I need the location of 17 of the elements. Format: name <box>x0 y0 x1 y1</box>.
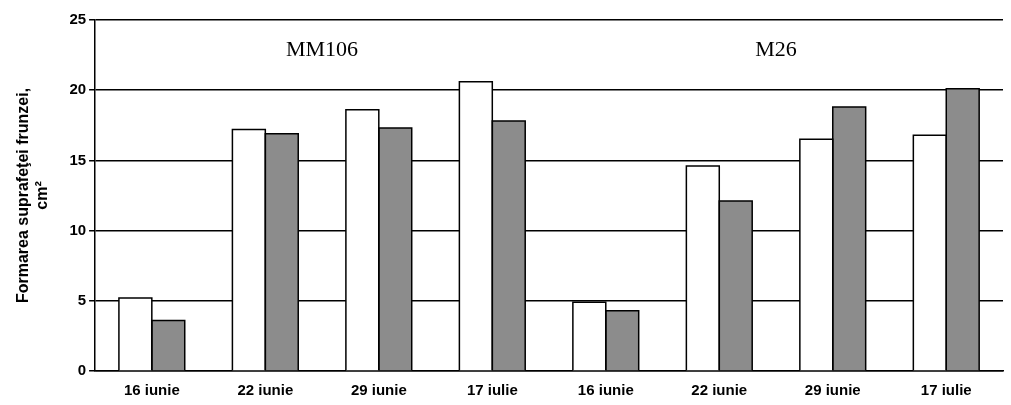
x-tick-label: 22 iunie <box>237 381 294 399</box>
x-tick-label: 16 iunie <box>577 381 634 399</box>
y-tick-label: 5 <box>77 290 87 308</box>
x-tick-label: 29 iunie <box>804 381 861 399</box>
y-tick-label: 25 <box>69 10 87 28</box>
x-tick-label: 29 iunie <box>350 381 407 399</box>
x-tick-label: 16 iunie <box>123 381 180 399</box>
y-tick-label: 20 <box>69 80 87 98</box>
annotation: MM106 <box>286 35 359 61</box>
x-tick-label: 17 iulie <box>466 381 518 399</box>
annotation: M26 <box>755 35 797 61</box>
y-tick-label: 10 <box>69 220 87 238</box>
y-axis-title: Formarea suprafeţei frunzei, cm² <box>14 87 51 304</box>
x-tick-label: 17 iulie <box>920 381 972 399</box>
x-tick-label: 22 iunie <box>691 381 748 399</box>
y-tick-label: 0 <box>77 361 87 379</box>
y-tick-label: 15 <box>69 150 87 168</box>
